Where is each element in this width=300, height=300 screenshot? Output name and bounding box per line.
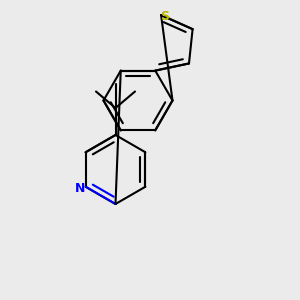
Text: S: S [160,10,169,23]
Text: N: N [75,182,86,195]
